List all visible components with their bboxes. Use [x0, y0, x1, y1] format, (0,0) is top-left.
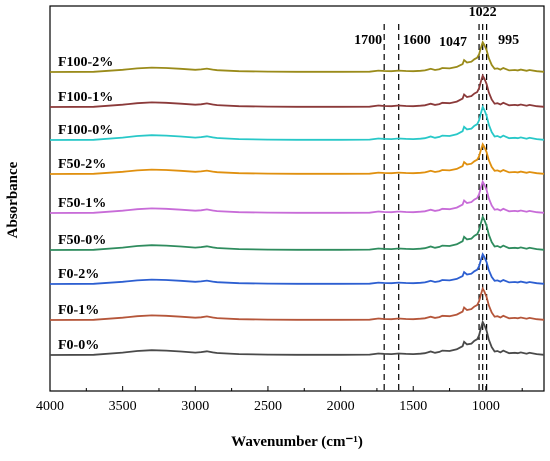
x-tick-label: 1000 [472, 399, 500, 414]
series-layer: F100-2% F100-1% F100-0% F50-2% F50-1% F50-0% F… [49, 40, 545, 356]
x-tick-label: 2000 [327, 399, 355, 414]
reference-label-1600: 1600 [403, 33, 431, 48]
series-line-F0-2% [49, 252, 545, 285]
series-label-F50-1%: F50-1% [58, 196, 106, 211]
series-line-F100-1% [49, 73, 545, 108]
series-label-F0-1%: F0-1% [58, 303, 99, 318]
series-line-F50-1% [49, 179, 545, 214]
x-tick-label: 3500 [109, 399, 137, 414]
x-tick-label: 2500 [254, 399, 282, 414]
x-axis-label: Wavenumber (cm⁻¹) [231, 434, 363, 450]
series-label-F50-2%: F50-2% [58, 157, 106, 172]
series-line-F0-1% [49, 286, 545, 321]
series-line-F50-0% [49, 214, 545, 251]
series-label-F100-2%: F100-2% [58, 55, 113, 70]
plot-frame [49, 5, 545, 392]
series-label-F0-0%: F0-0% [58, 338, 99, 353]
reference-label-995: 995 [498, 33, 519, 48]
series-line-F100-2% [49, 40, 545, 73]
series-label-F100-1%: F100-1% [58, 90, 113, 105]
x-tick-label: 3000 [181, 399, 209, 414]
series-line-F0-0% [49, 319, 545, 356]
reference-label-1022: 1022 [469, 5, 497, 20]
series-label-F100-0%: F100-0% [58, 123, 113, 138]
x-axis: 4000 3500 3000 2500 2000 1500 1000 [36, 386, 523, 414]
series-label-F0-2%: F0-2% [58, 267, 99, 282]
x-tick-label: 4000 [36, 399, 64, 414]
series-line-F100-0% [49, 104, 545, 141]
reference-label-1047: 1047 [439, 35, 467, 50]
x-tick-label: 1500 [399, 399, 427, 414]
reference-label-1700: 1700 [354, 33, 382, 48]
series-label-F50-0%: F50-0% [58, 233, 106, 248]
y-axis-label: Absorbance [5, 161, 21, 238]
series-line-F50-2% [49, 142, 545, 175]
